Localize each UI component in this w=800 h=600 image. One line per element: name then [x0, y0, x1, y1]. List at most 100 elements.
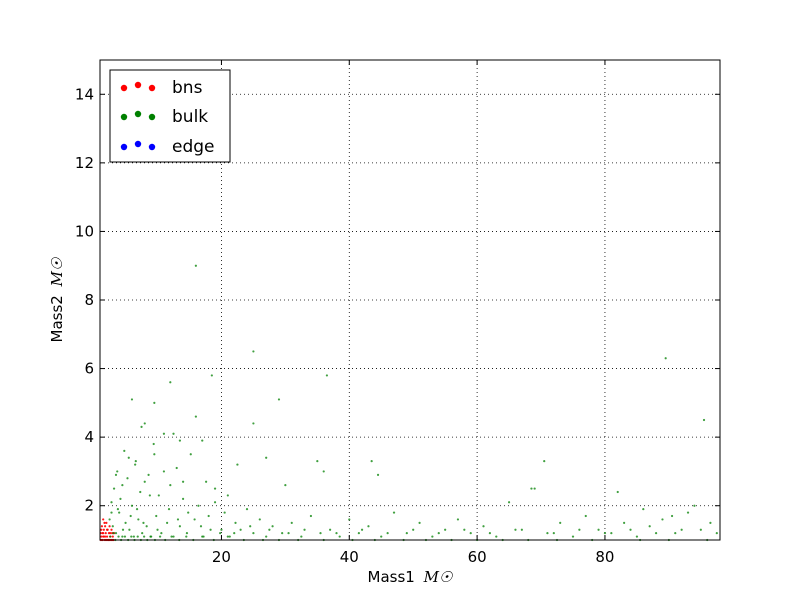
data-point-bulk: [116, 470, 119, 473]
data-point-bns: [104, 532, 107, 535]
data-point-bulk: [207, 514, 210, 518]
data-point-bulk: [129, 514, 132, 518]
data-point-bulk: [469, 532, 472, 535]
data-point-bulk: [271, 525, 274, 528]
data-point-bulk: [370, 460, 373, 463]
data-point-bulk: [185, 532, 189, 535]
data-point-bulk: [141, 532, 144, 535]
data-point-bns: [110, 528, 113, 531]
legend-marker-bulk: [148, 113, 156, 121]
x-axis-label: Mass1 M☉: [368, 568, 453, 586]
data-point-bulk: [664, 357, 667, 360]
y-tick-label: 2: [84, 497, 94, 515]
data-point-bulk: [431, 535, 434, 538]
data-point-bulk: [157, 494, 160, 497]
legend-marker-bns: [148, 84, 156, 92]
data-point-bns: [111, 535, 114, 538]
data-point-bulk: [219, 532, 222, 535]
legend-marker-edge: [120, 143, 128, 151]
data-point-bulk: [635, 535, 639, 538]
data-point-bulk: [158, 535, 162, 538]
data-point-bulk: [338, 535, 341, 538]
data-point-bulk: [137, 518, 140, 521]
data-point-bulk: [118, 511, 121, 514]
data-point-bulk: [153, 401, 156, 404]
data-point-bulk: [156, 528, 159, 531]
y-tick-label: 12: [75, 154, 94, 172]
data-point-bulk: [178, 439, 181, 442]
data-point-bulk: [488, 532, 491, 535]
data-point-bulk: [135, 508, 139, 511]
legend-marker-edge: [134, 140, 142, 148]
data-point-bulk: [143, 480, 146, 483]
data-point-bulk: [117, 535, 120, 538]
data-point-bulk: [252, 350, 255, 353]
data-point-bulk: [234, 521, 237, 524]
data-point-bulk: [268, 528, 271, 531]
data-point-bulk: [199, 525, 203, 528]
data-point-bulk: [175, 466, 178, 470]
data-point-bulk: [148, 494, 151, 497]
data-point-bulk: [162, 470, 166, 473]
data-point-bulk: [376, 473, 380, 476]
data-point-bulk: [265, 456, 268, 459]
data-point-bulk: [290, 521, 293, 524]
data-point-bulk: [209, 528, 212, 531]
y-axis-label: Mass2 M☉: [48, 257, 66, 342]
data-point-bulk: [693, 504, 696, 507]
data-point-bns: [102, 518, 105, 521]
data-point-bulk: [316, 460, 319, 463]
data-point-bulk: [456, 518, 460, 521]
data-point-bulk: [155, 514, 158, 518]
data-point-bulk: [367, 525, 370, 528]
data-point-bulk: [123, 535, 127, 538]
data-point-bulk: [170, 535, 173, 538]
data-point-bulk: [699, 528, 702, 531]
data-point-bulk: [213, 487, 217, 490]
y-tick-label: 6: [84, 360, 94, 378]
data-point-bulk: [674, 532, 677, 535]
data-point-bulk: [213, 501, 217, 504]
data-point-bulk: [197, 504, 200, 507]
data-point-bns: [104, 525, 107, 528]
x-tick-label: 60: [468, 548, 487, 566]
y-tick-label: 4: [84, 428, 94, 446]
data-point-bulk: [654, 532, 658, 535]
data-point-bulk: [258, 518, 261, 521]
data-point-bulk: [495, 535, 498, 538]
data-point-bulk: [126, 477, 129, 480]
x-tick-label: 20: [212, 548, 231, 566]
legend-marker-edge: [148, 143, 156, 151]
data-point-bulk: [169, 484, 172, 487]
data-point-bulk: [132, 535, 135, 538]
data-point-bulk: [194, 264, 197, 267]
data-point-bulk: [463, 528, 466, 531]
y-axis-label-text: Mass2: [48, 295, 66, 342]
data-point-bulk: [444, 528, 447, 531]
legend-marker-bulk: [134, 110, 142, 118]
data-point-bulk: [514, 528, 517, 531]
data-point-bulk: [533, 487, 536, 490]
data-point-bulk: [143, 535, 146, 538]
series-bulk: [108, 264, 718, 542]
data-point-bulk: [284, 484, 287, 487]
data-point-bulk: [108, 518, 111, 521]
data-point-bulk: [147, 473, 150, 476]
data-point-bulk: [143, 422, 146, 425]
data-point-bulk: [134, 463, 137, 466]
data-point-bulk: [152, 442, 155, 446]
data-point-bulk: [110, 501, 113, 504]
y-tick-label: 10: [75, 222, 94, 240]
data-point-bulk: [236, 463, 239, 466]
data-point-bulk: [139, 490, 142, 494]
data-point-bulk: [546, 532, 549, 535]
data-point-bulk: [119, 497, 122, 500]
data-point-bulk: [571, 535, 575, 538]
data-point-bulk: [142, 521, 145, 524]
data-point-bulk: [277, 398, 281, 401]
data-point-bulk: [140, 425, 143, 428]
data-point-bulk: [130, 398, 134, 401]
data-point-bulk: [166, 521, 169, 524]
legend-marker-bns: [134, 81, 142, 89]
legend: bns bulk edge: [109, 69, 231, 163]
